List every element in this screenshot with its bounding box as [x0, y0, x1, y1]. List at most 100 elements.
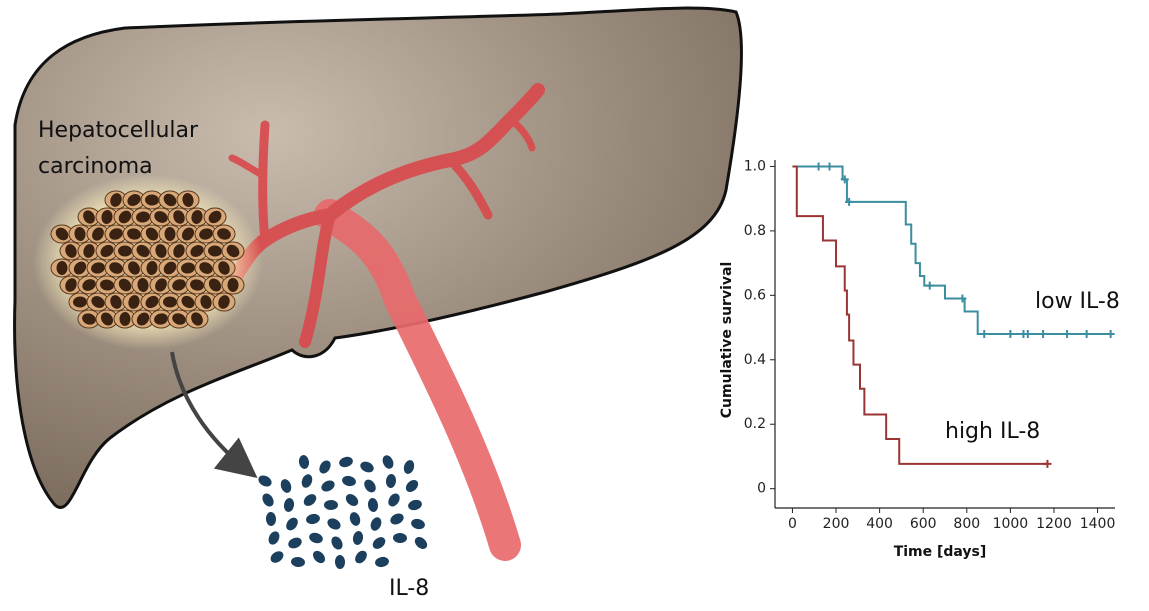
- x-tick-label: 800: [953, 516, 980, 532]
- cell-nucleus: [100, 279, 114, 291]
- cell-nucleus: [191, 210, 203, 224]
- cell-nucleus: [218, 295, 230, 309]
- x-tick-label: 0: [788, 516, 797, 532]
- cell-nucleus: [173, 244, 185, 258]
- il8-label: IL-8: [389, 576, 429, 601]
- cell-nucleus: [172, 313, 186, 325]
- il8-particle: [367, 498, 379, 512]
- il8-particle: [327, 518, 341, 530]
- il8-particle: [360, 461, 374, 473]
- cell-nucleus: [163, 193, 177, 207]
- il8-particle: [262, 493, 274, 507]
- il8-particle: [372, 537, 386, 549]
- censor-mark: [840, 175, 849, 184]
- censor-mark: [845, 197, 854, 206]
- y-tick-label: 0.6: [744, 287, 766, 303]
- cell-nucleus: [208, 245, 222, 257]
- cell-nucleus: [137, 278, 149, 292]
- il8-particle: [283, 498, 295, 512]
- il8-particle: [405, 479, 419, 493]
- cell-nucleus: [208, 210, 222, 224]
- cell-nucleus: [154, 211, 168, 223]
- cell-nucleus: [119, 312, 131, 326]
- series-label: high IL-8: [945, 419, 1040, 444]
- cell-nucleus: [100, 312, 114, 326]
- censor-mark: [1063, 330, 1072, 338]
- cell-nucleus: [128, 295, 140, 309]
- cell-nucleus: [101, 210, 113, 224]
- cell-nucleus: [74, 227, 86, 241]
- censor-mark: [814, 162, 823, 171]
- il8-particle: [382, 455, 394, 469]
- il8-particle: [375, 556, 389, 568]
- il8-particle: [280, 479, 292, 493]
- cell-nucleus: [56, 261, 68, 275]
- cell-nucleus: [172, 279, 186, 291]
- cell-nucleus: [154, 313, 168, 325]
- cell-nucleus: [191, 312, 203, 326]
- il8-particle: [319, 460, 331, 474]
- il8-particle: [339, 456, 353, 468]
- il8-particle: [334, 555, 346, 569]
- survival-curve: [792, 165, 1111, 335]
- il8-particle: [258, 475, 272, 487]
- cell-nucleus: [83, 244, 95, 258]
- cell-nucleus: [82, 313, 96, 325]
- cell-nucleus: [136, 312, 150, 326]
- cell-nucleus: [200, 295, 212, 309]
- il8-particle: [393, 532, 407, 544]
- cell-nucleus: [91, 296, 105, 308]
- cell-nucleus: [118, 245, 132, 257]
- il8-particle: [298, 455, 310, 469]
- il8-particle: [355, 550, 367, 564]
- cell-nucleus: [181, 262, 195, 274]
- cell-nucleus: [218, 261, 230, 275]
- il8-particle: [364, 479, 376, 493]
- il8-particle: [331, 536, 343, 550]
- censor-mark: [958, 294, 967, 303]
- cell-nucleus: [190, 245, 204, 257]
- il8-particle: [370, 517, 382, 531]
- censor-mark: [1006, 330, 1015, 338]
- il8-particle: [270, 551, 284, 563]
- cell-nucleus: [164, 227, 176, 241]
- cell-nucleus: [82, 279, 96, 291]
- cell-nucleus: [145, 295, 159, 309]
- il8-particle: [286, 517, 298, 531]
- cell-nucleus: [146, 261, 158, 275]
- il8-particle: [306, 513, 320, 525]
- il8-particle: [388, 493, 400, 507]
- il8-particle: [349, 512, 361, 526]
- cell-nucleus: [199, 228, 213, 240]
- cell-nucleus: [127, 228, 141, 240]
- censor-mark: [980, 330, 989, 338]
- il8-particle: [303, 494, 317, 506]
- cell-nucleus: [136, 244, 150, 258]
- cell-nucleus: [118, 278, 132, 292]
- cell-nucleus: [128, 261, 140, 275]
- censor-mark: [1043, 459, 1052, 468]
- il8-particle: [408, 499, 422, 511]
- censor-mark: [825, 162, 834, 171]
- censor-mark: [1106, 330, 1115, 338]
- cell-nucleus: [100, 244, 114, 258]
- il8-particle: [309, 532, 323, 544]
- cell-nucleus: [227, 278, 239, 292]
- tumor-label: carcinoma: [38, 154, 153, 179]
- cell-nucleus: [181, 295, 195, 309]
- y-tick-label: 1.0: [744, 158, 766, 174]
- cell-nucleus: [65, 278, 77, 292]
- il8-particle: [411, 518, 425, 530]
- cell-nucleus: [145, 194, 159, 206]
- cell-nucleus: [73, 296, 87, 308]
- il8-particle: [345, 494, 359, 506]
- il8-particle: [291, 556, 305, 568]
- cell-nucleus: [109, 262, 123, 274]
- cell-nucleus: [182, 193, 194, 207]
- tumor: [50, 190, 245, 329]
- il8-particle: [385, 474, 397, 488]
- cell-nucleus: [208, 278, 222, 292]
- il8-particle: [352, 531, 364, 545]
- il8-particle: [414, 536, 428, 550]
- il8-particle: [268, 531, 280, 545]
